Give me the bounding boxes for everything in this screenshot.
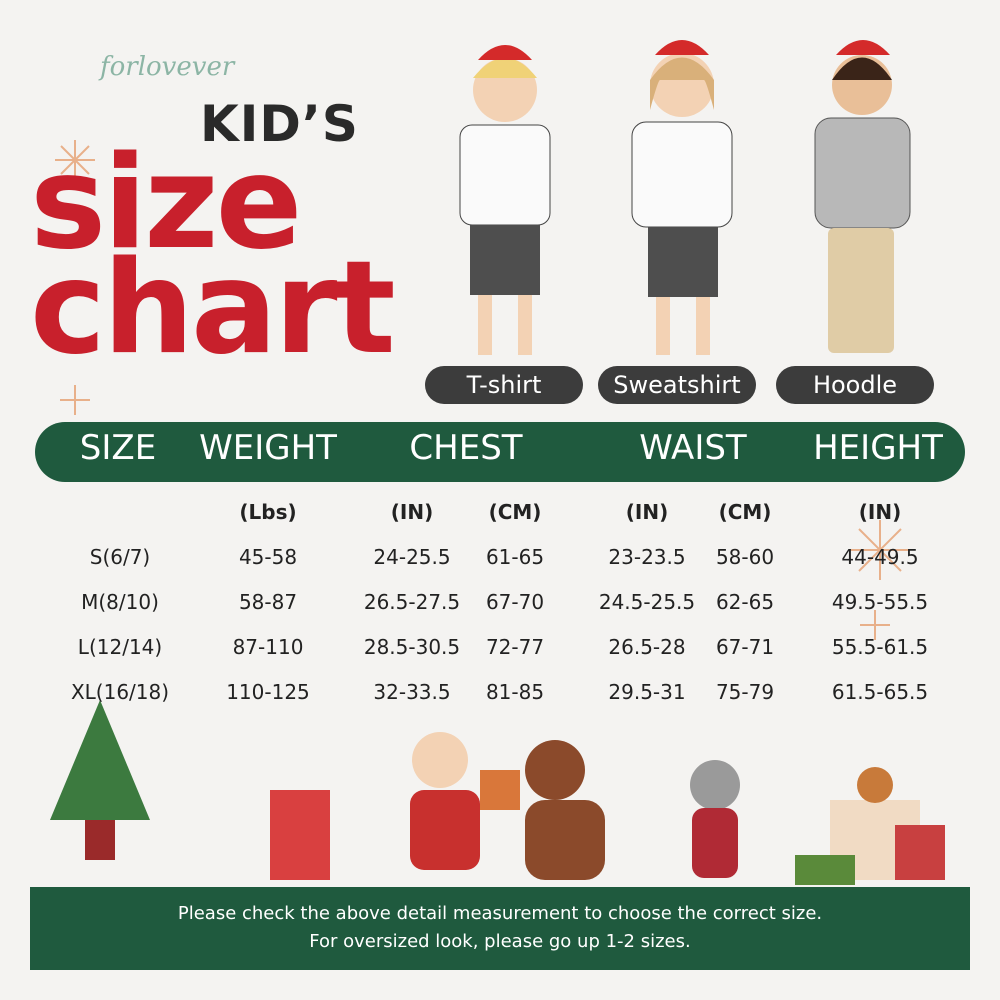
unit-label: (IN) xyxy=(625,500,669,524)
size-value: 61.5-65.5 xyxy=(831,680,929,704)
title-chart: chart xyxy=(30,234,396,383)
unit-label: (CM) xyxy=(488,500,542,524)
size-value: 45-58 xyxy=(238,545,298,569)
christmas-tree xyxy=(50,700,150,860)
style-label: T-shirt xyxy=(425,366,583,404)
size-value: 67-70 xyxy=(485,590,545,614)
brand: forlovever xyxy=(100,52,235,82)
stocking xyxy=(270,790,330,880)
size-value: 28.5-30.5 xyxy=(363,635,461,659)
title-size: size xyxy=(30,129,302,278)
size-label: S(6/7) xyxy=(89,545,151,569)
column-header: HEIGHT xyxy=(813,428,943,468)
unit-label: (IN) xyxy=(858,500,902,524)
size-value: 75-79 xyxy=(715,680,775,704)
size-value: 44-49.5 xyxy=(841,545,919,569)
style-label: Hoodle xyxy=(776,366,934,404)
girl-and-dog xyxy=(410,732,605,880)
kid-hoodie xyxy=(814,40,911,353)
unit-label: (IN) xyxy=(390,500,434,524)
column-header: WAIST xyxy=(639,428,747,468)
size-value: 72-77 xyxy=(485,635,545,659)
header-bar xyxy=(35,422,965,482)
size-value: 24-25.5 xyxy=(373,545,451,569)
size-value: 58-87 xyxy=(238,590,298,614)
column-header: SIZE xyxy=(79,428,157,468)
footer-note: For oversized look, please go up 1-2 siz… xyxy=(309,931,691,952)
size-value: 55.5-61.5 xyxy=(831,635,929,659)
size-label: M(8/10) xyxy=(81,590,159,614)
title-kids: KID’S xyxy=(200,95,359,153)
size-value: 26.5-27.5 xyxy=(363,590,461,614)
size-value: 32-33.5 xyxy=(373,680,451,704)
size-value: 58-60 xyxy=(715,545,775,569)
unit-label: (Lbs) xyxy=(239,500,297,524)
size-label: XL(16/18) xyxy=(70,680,170,704)
kid-sweatshirt xyxy=(631,40,733,355)
unit-label: (CM) xyxy=(718,500,772,524)
size-value: 67-71 xyxy=(715,635,775,659)
size-value: 62-65 xyxy=(715,590,775,614)
size-label: L(12/14) xyxy=(77,635,163,659)
size-value: 49.5-55.5 xyxy=(831,590,929,614)
size-value: 61-65 xyxy=(485,545,545,569)
size-value: 23-23.5 xyxy=(608,545,686,569)
style-label: Sweatshirt xyxy=(598,366,756,404)
size-value: 24.5-25.5 xyxy=(598,590,696,614)
footer-note: Please check the above detail measuremen… xyxy=(177,903,823,924)
column-header: WEIGHT xyxy=(199,428,337,468)
column-header: CHEST xyxy=(409,428,523,468)
size-value: 110-125 xyxy=(226,680,310,704)
cat xyxy=(690,760,740,878)
size-value: 26.5-28 xyxy=(608,635,686,659)
size-value: 87-110 xyxy=(232,635,304,659)
footer-bar xyxy=(30,887,970,970)
size-value: 81-85 xyxy=(485,680,545,704)
size-value: 29.5-31 xyxy=(608,680,686,704)
gifts xyxy=(795,767,945,885)
kid-tshirt xyxy=(459,45,551,355)
